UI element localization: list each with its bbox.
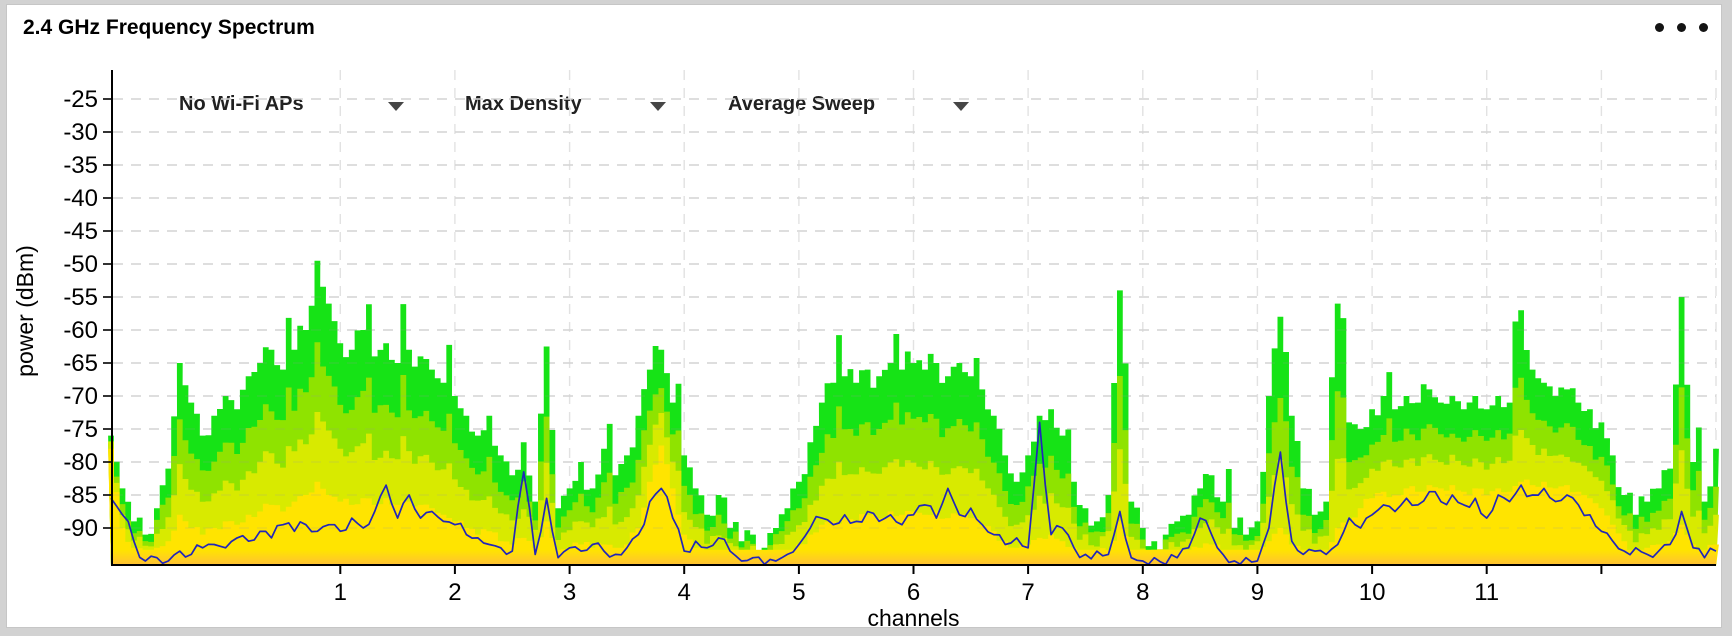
chevron-down-icon[interactable] bbox=[953, 102, 969, 111]
x-tick-label: 6 bbox=[907, 579, 920, 606]
density-mid-low-area bbox=[108, 412, 1719, 566]
x-tick-label: 2 bbox=[448, 579, 461, 606]
y-tick-label: -80 bbox=[63, 449, 98, 476]
y-tick-label: -50 bbox=[63, 251, 98, 278]
y-tick-label: -70 bbox=[63, 383, 98, 410]
x-tick-label: 9 bbox=[1251, 579, 1264, 606]
chevron-down-icon[interactable] bbox=[388, 102, 404, 111]
spectrum-panel: 2.4 GHz Frequency Spectrum No Wi-Fi APs … bbox=[6, 4, 1722, 631]
x-tick-label: 7 bbox=[1021, 579, 1034, 606]
y-tick-label: -85 bbox=[63, 482, 98, 509]
spectrum-chart: 1 2 3 4 5 6 7 8 9 10 11 -25 -30 -35 -40 -45 -50 -55 -60 -65… bbox=[12, 70, 1719, 631]
density-base-strip bbox=[111, 549, 1716, 566]
average-sweep-line bbox=[110, 421, 1717, 566]
x-axis-title: channels bbox=[867, 605, 959, 631]
density-mid-high-area bbox=[108, 342, 1719, 566]
chevron-down-icon[interactable] bbox=[650, 102, 666, 111]
max-hold-area bbox=[108, 260, 1719, 566]
more-options-button[interactable] bbox=[1651, 19, 1712, 36]
ellipsis-icon bbox=[1655, 23, 1708, 32]
y-tick-label: -65 bbox=[63, 350, 98, 377]
y-tick-label: -60 bbox=[63, 317, 98, 344]
y-tick-label: -90 bbox=[63, 515, 98, 542]
x-tick-label: 8 bbox=[1136, 579, 1149, 606]
y-tick-label: -25 bbox=[63, 86, 98, 113]
y-tick-label: -55 bbox=[63, 284, 98, 311]
x-tick-label: 10 bbox=[1359, 579, 1386, 606]
x-tick-label: 4 bbox=[678, 579, 691, 606]
y-tick-label: -75 bbox=[63, 416, 98, 443]
y-tick-label: -35 bbox=[63, 152, 98, 179]
x-tick-label: 3 bbox=[563, 579, 576, 606]
x-tick-label: 1 bbox=[334, 579, 347, 606]
y-tick-label: -30 bbox=[63, 119, 98, 146]
y-tick-label: -45 bbox=[63, 218, 98, 245]
y-tick-label: -40 bbox=[63, 185, 98, 212]
x-tick-label: 5 bbox=[792, 579, 805, 606]
panel-title: 2.4 GHz Frequency Spectrum bbox=[23, 16, 315, 39]
x-tick-label: 11 bbox=[1474, 579, 1499, 606]
y-axis-title: power (dBm) bbox=[12, 245, 38, 377]
